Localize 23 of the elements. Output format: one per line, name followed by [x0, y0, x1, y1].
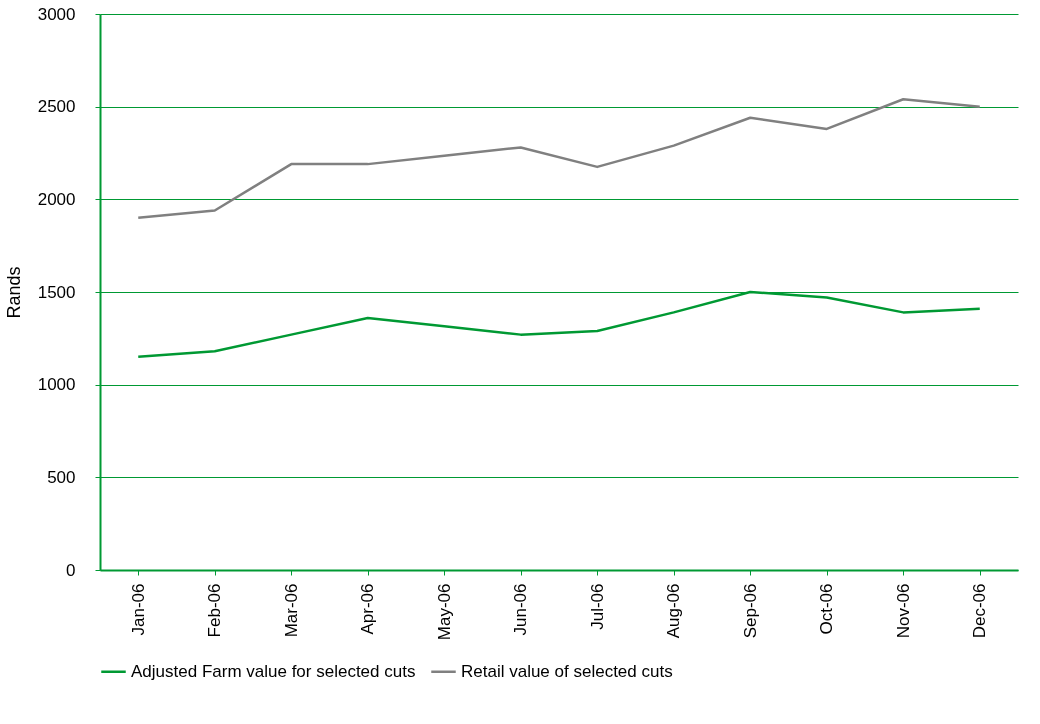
y-tick-label: 2500	[37, 97, 76, 117]
line-series	[137, 98, 981, 220]
legend-label: Retail value of selected cuts	[461, 661, 673, 681]
x-tick-label: Feb-06	[205, 583, 225, 638]
x-tick-label: Sep-06	[740, 583, 760, 639]
x-tick-label: Apr-06	[358, 583, 378, 635]
y-tick-label: 0	[66, 560, 76, 580]
x-tick-label: Aug-06	[664, 583, 684, 639]
y-tick-label: 2000	[37, 189, 76, 209]
y-tick-label: 1000	[37, 375, 76, 395]
y-tick-label: 3000	[37, 4, 76, 24]
x-tick-label: Dec-06	[970, 583, 990, 639]
x-tick-label: Jan-06	[128, 583, 148, 636]
x-tick-label: Jun-06	[511, 583, 531, 636]
x-tick-label: Mar-06	[281, 583, 301, 638]
x-tick-label: May-06	[434, 583, 454, 641]
x-tick-label: Jul-06	[587, 583, 607, 630]
x-tick-label: Oct-06	[817, 583, 837, 635]
legend-label: Adjusted Farm value for selected cuts	[131, 661, 416, 681]
x-tick-label: Nov-06	[893, 583, 913, 639]
y-tick-label: 500	[47, 467, 76, 487]
y-tick-label: 1500	[37, 282, 76, 302]
y-axis-title: Rands	[3, 266, 24, 319]
